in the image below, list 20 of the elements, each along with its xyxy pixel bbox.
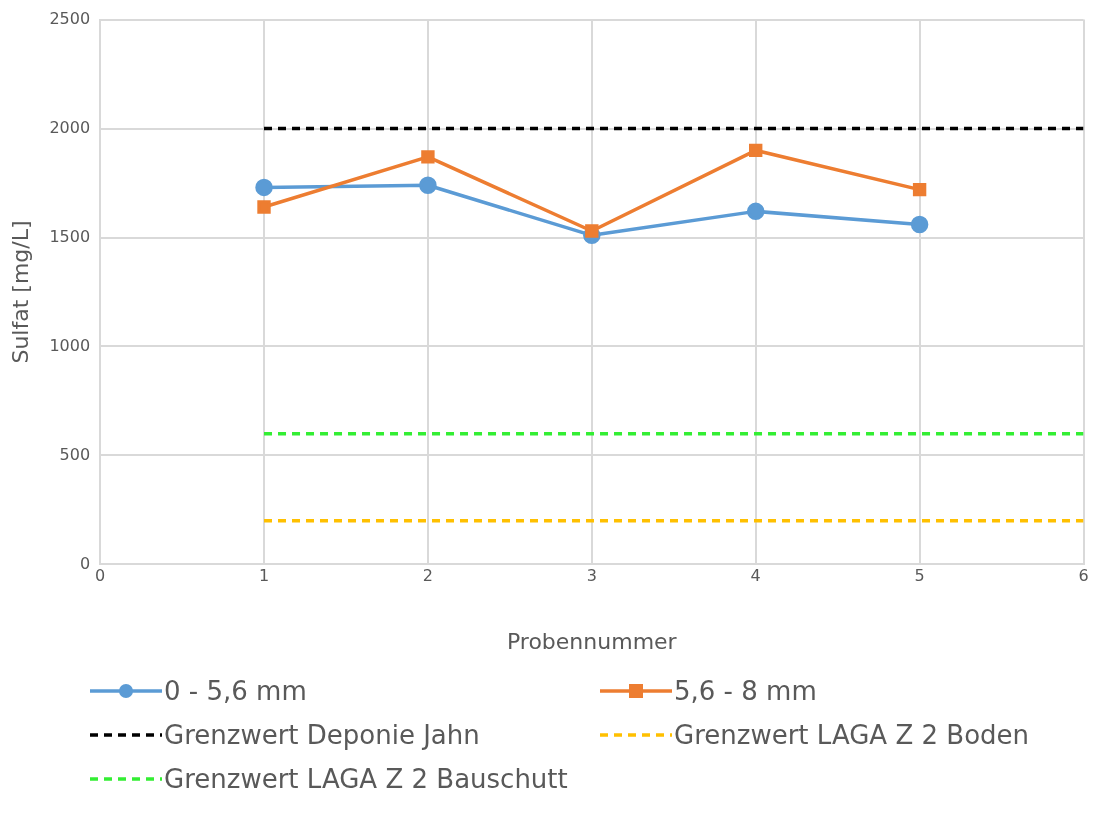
x-tick-label: 5: [914, 566, 925, 586]
x-tick-label: 4: [750, 566, 761, 586]
y-tick-label: 1000: [49, 335, 91, 355]
legend-label: 5,6 - 8 mm: [674, 676, 817, 706]
x-tick-label: 1: [258, 566, 270, 586]
x-tick-label: 2: [422, 566, 434, 586]
y-axis-title: Sulfat [mg/L]: [7, 220, 33, 364]
legend-label: Grenzwert LAGA Z 2 Boden: [674, 720, 1030, 750]
legend-label: Grenzwert LAGA Z 2 Bauschutt: [164, 764, 568, 794]
x-axis-title: Probennummer: [506, 628, 678, 654]
legend-label: Grenzwert Deponie Jahn: [164, 720, 480, 750]
y-tick-label: 0: [79, 553, 91, 573]
x-tick-label: 3: [586, 566, 597, 586]
legend-label: 0 - 5,6 mm: [164, 676, 307, 706]
x-tick-label: 6: [1078, 566, 1089, 586]
y-tick-label: 2000: [49, 117, 91, 137]
y-tick-label: 500: [59, 444, 91, 464]
y-tick-label: 2500: [49, 8, 91, 28]
x-tick-label: 0: [95, 566, 106, 586]
y-tick-label: 1500: [49, 226, 91, 246]
